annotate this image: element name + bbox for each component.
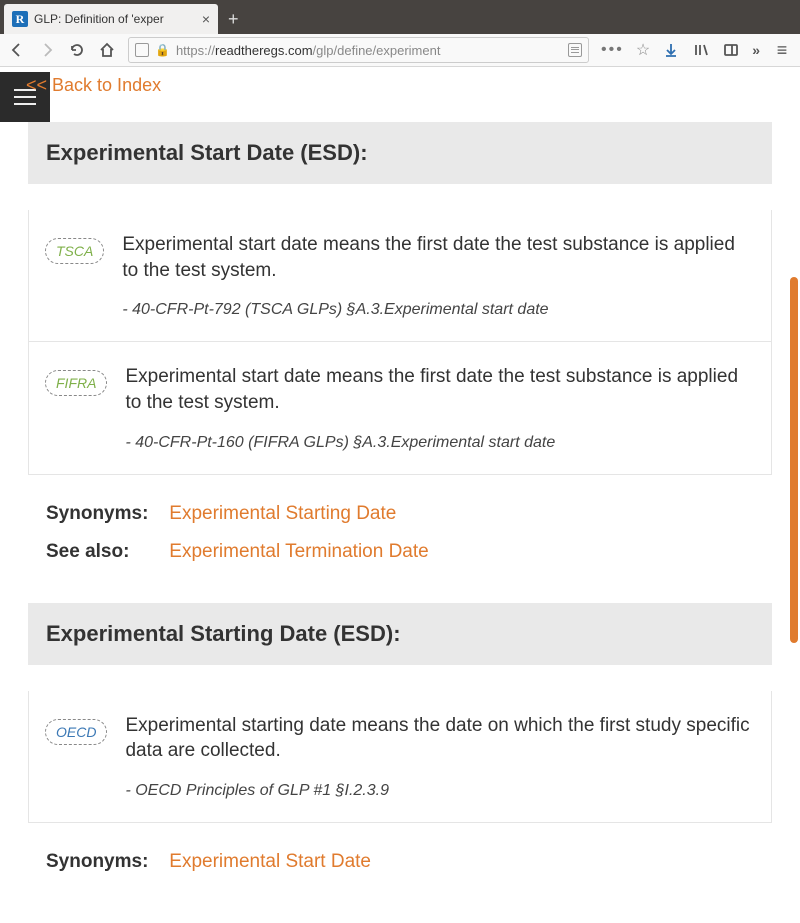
page-actions-icon[interactable]: ••• [601,41,624,59]
synonym-link[interactable]: Experimental Start Date [169,851,371,872]
tracking-shield-icon[interactable] [135,43,149,57]
back-button[interactable] [8,41,26,59]
definition-row: FIFRA Experimental start date means the … [29,342,771,473]
definition-block: OECD Experimental starting date means th… [28,691,772,823]
definition-citation: - 40-CFR-Pt-792 (TSCA GLPs) §A.3.Experim… [122,301,755,319]
definition-text: Experimental start date means the first … [122,232,755,283]
browser-toolbar: 🔒 https://readtheregs.com/glp/define/exp… [0,34,800,67]
app-menu-icon[interactable]: ≡ [772,40,792,61]
browser-chrome: R GLP: Definition of 'exper × + 🔒 https:… [0,0,800,67]
lock-icon[interactable]: 🔒 [155,43,170,57]
library-icon[interactable] [692,41,710,59]
url-text: https://readtheregs.com/glp/define/exper… [176,43,562,58]
reader-mode-icon[interactable] [568,43,582,57]
tab-bar: R GLP: Definition of 'exper × + [0,0,800,34]
synonym-link[interactable]: Experimental Starting Date [169,503,396,524]
tab-close-icon[interactable]: × [202,12,210,26]
definition-row: OECD Experimental starting date means th… [29,691,771,822]
definition-citation: - OECD Principles of GLP #1 §I.2.3.9 [125,782,755,800]
favicon: R [12,11,28,27]
tab-title: GLP: Definition of 'exper [34,12,196,26]
new-tab-button[interactable]: + [218,9,249,34]
address-bar[interactable]: 🔒 https://readtheregs.com/glp/define/exp… [128,37,589,63]
definition-row: TSCA Experimental start date means the f… [29,210,771,342]
source-tag: FIFRA [45,370,107,396]
home-button[interactable] [98,41,116,59]
bookmark-star-icon[interactable]: ☆ [636,40,650,60]
page-body: << Back to Index Experimental Start Date… [0,67,800,873]
definition-text: Experimental starting date means the dat… [125,713,755,764]
term-header: Experimental Start Date (ESD): [28,122,772,184]
meta-label: Synonyms: [46,503,164,525]
meta-label: Synonyms: [46,851,164,873]
overflow-icon[interactable]: » [752,42,760,58]
term-meta: Synonyms: Experimental Start Date [46,851,772,873]
see-also-link[interactable]: Experimental Termination Date [169,541,428,562]
scroll-indicator [790,277,798,643]
back-to-index-link[interactable]: << Back to Index [26,75,772,96]
browser-tab[interactable]: R GLP: Definition of 'exper × [4,4,218,34]
reload-button[interactable] [68,41,86,59]
definition-citation: - 40-CFR-Pt-160 (FIFRA GLPs) §A.3.Experi… [125,434,755,452]
term-meta: Synonyms: Experimental Starting Date See… [46,503,772,563]
source-tag: TSCA [45,238,104,264]
term-header: Experimental Starting Date (ESD): [28,603,772,665]
downloads-icon[interactable] [662,41,680,59]
definition-block: TSCA Experimental start date means the f… [28,210,772,475]
forward-button [38,41,56,59]
definition-text: Experimental start date means the first … [125,364,755,415]
sidebar-icon[interactable] [722,41,740,59]
meta-label: See also: [46,541,164,563]
source-tag: OECD [45,719,107,745]
